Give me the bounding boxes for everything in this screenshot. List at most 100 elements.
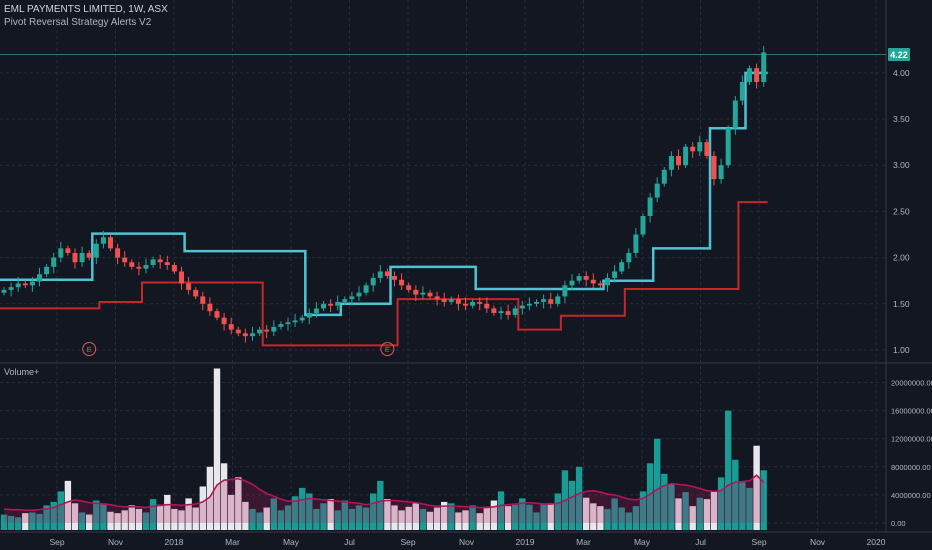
volume-tick-label: 20000000.00 (891, 379, 932, 388)
volume-bar (199, 486, 206, 530)
time-tick-label: May (634, 537, 651, 547)
upper-pivot-line (0, 71, 768, 317)
candle-up (562, 285, 568, 297)
volume-bar (625, 512, 632, 530)
volume-panel-label[interactable]: Volume+ (4, 367, 40, 377)
volume-bar (583, 497, 590, 530)
volume-bar (15, 517, 22, 530)
candle-up (15, 283, 21, 288)
volume-bar (128, 505, 135, 530)
volume-bar (263, 507, 270, 530)
volume-bar (291, 496, 299, 530)
candle-up (640, 216, 646, 235)
candle-down (676, 155, 681, 166)
symbol-title[interactable]: EML PAYMENTS LIMITED, 1W, ASX (4, 4, 168, 15)
volume-ma-area (4, 475, 764, 523)
candle-up (470, 301, 476, 306)
candle-down (136, 266, 142, 269)
candle-up (37, 274, 42, 282)
volume-bar (405, 506, 412, 530)
volume-bar (483, 506, 490, 530)
volume-bar (121, 510, 128, 530)
candle-up (512, 308, 518, 315)
candle-down (179, 271, 184, 284)
volume-bar (732, 459, 739, 530)
candle-up (342, 299, 348, 302)
candle-up (526, 303, 532, 306)
volume-bar (412, 503, 419, 530)
candle-down (477, 301, 483, 304)
candle-up (44, 266, 50, 275)
volume-tick-label: 16000000.00 (891, 407, 932, 416)
candle-down (86, 252, 92, 258)
candle-down (235, 329, 241, 334)
candle-up (257, 329, 263, 334)
candle-up (93, 243, 99, 258)
candle-up (555, 296, 561, 304)
volume-bar (618, 507, 625, 530)
volume-bar (661, 473, 668, 530)
candle-down (164, 262, 170, 265)
candle-up (668, 155, 674, 170)
volume-bar (632, 506, 640, 530)
volume-bar (448, 503, 455, 530)
volume-bar (703, 499, 711, 530)
candle-down (122, 257, 128, 263)
volume-bar (249, 508, 256, 530)
volume-tick-label: 12000000.00 (891, 435, 932, 444)
volume-bar (462, 510, 469, 530)
candle-down (207, 303, 213, 312)
volume-bar (497, 491, 505, 530)
candle-up (747, 68, 752, 83)
candle-down (221, 317, 227, 325)
volume-bar (370, 493, 377, 530)
candle-down (413, 289, 419, 295)
candle-up (377, 271, 383, 278)
candle-up (725, 128, 731, 166)
volume-bar (71, 503, 79, 530)
volume-bar (228, 494, 235, 530)
volume-bar (341, 500, 348, 530)
candle-up (420, 292, 426, 295)
candle-up (143, 264, 149, 269)
volume-bar (597, 506, 604, 530)
candle-down (200, 296, 206, 304)
candle-down (427, 292, 433, 297)
time-tick-label: May (283, 537, 300, 547)
volume-bar (675, 498, 682, 530)
candle-down (754, 68, 760, 83)
candlestick-series (1, 46, 767, 343)
candle-up (633, 234, 639, 253)
price-tick-label: 2.50 (893, 206, 910, 216)
volume-bar (554, 493, 561, 530)
price-tick-label: 1.00 (893, 345, 910, 355)
earnings-markers: EEE (82, 342, 395, 356)
time-tick-label: Nov (459, 537, 475, 547)
candle-up (534, 301, 539, 304)
volume-bar (476, 513, 483, 530)
study-title[interactable]: Pivot Reversal Strategy Alerts V2 (4, 17, 152, 28)
candle-up (292, 320, 298, 323)
candle-down (171, 264, 177, 272)
volume-bar (490, 500, 498, 530)
last-price-badge (888, 47, 910, 61)
volume-bar (50, 501, 57, 530)
volume-bar (22, 513, 29, 530)
earnings-marker-label: E (87, 345, 92, 354)
earnings-marker (380, 342, 395, 356)
candle-up (349, 296, 355, 300)
candle-down (72, 252, 78, 263)
volume-bar (100, 503, 107, 530)
volume-bar (362, 507, 370, 530)
volume-bar (739, 482, 746, 530)
candle-up (313, 308, 319, 314)
volume-bar (178, 510, 185, 530)
volume-bar (753, 445, 760, 530)
candle-down (484, 303, 490, 309)
candle-up (498, 311, 504, 314)
volume-bar (568, 480, 576, 530)
candle-up (299, 317, 305, 321)
volume-bar (213, 368, 221, 530)
candle-up (612, 271, 618, 278)
